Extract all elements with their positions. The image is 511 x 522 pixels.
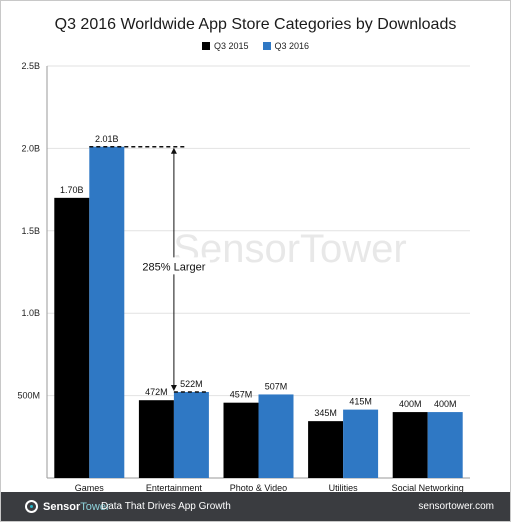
legend-swatch-q3-2016 [262,42,271,50]
footer-brand-part1: Sensor [43,500,81,513]
footer-tagline: Data That Drives App Growth [101,501,231,512]
legend-swatch-q3-2015 [201,42,210,50]
bar [427,412,463,478]
bar-value-label: 400M [399,399,422,409]
bar [258,394,294,478]
bar-value-label: 400M [434,399,457,409]
y-tick-label: 500M [17,391,40,401]
annotation-label-bg [137,257,210,275]
y-tick-label: 2.0B [21,143,40,153]
annotation-arrowhead-up [170,147,177,154]
bar-value-label: 457M [230,390,253,400]
bar [343,409,379,478]
watermark-text: SensorTower [173,227,406,271]
x-tick-label: Social Networking [392,483,464,493]
legend: Q3 2015 Q3 2016 [0,41,511,51]
bar-value-label: 415M [349,397,372,407]
legend-label-q3-2015: Q3 2015 [213,41,249,51]
annotation-arrowhead-down [170,384,177,391]
legend-item-q3-2015: Q3 2015 [201,41,249,51]
footer-logo: Sensor Tower [25,500,110,513]
footer-url[interactable]: sensortower.com [418,501,494,512]
footer-bar: Sensor Tower Data That Drives App Growth … [1,492,510,521]
x-tick-label: Entertainment [146,483,203,493]
bar [89,146,125,478]
y-tick-label: 1.5B [21,226,40,236]
bar [54,197,90,478]
bar [223,402,259,478]
y-tick-label: 2.5B [21,61,40,71]
x-tick-label: Utilities [329,483,359,493]
bar-value-label: 345M [314,408,337,418]
x-tick-label: Photo & Video [230,483,287,493]
x-tick-label: Games [75,483,105,493]
bar-value-label: 1.70B [60,185,84,195]
bar [308,421,344,478]
bar [392,412,428,478]
footer-brand-part2: Tower [80,500,110,513]
bar-value-label: 472M [145,387,168,397]
sensortower-logo-icon [25,500,38,513]
annotation-label: 285% Larger [142,261,205,273]
chart-title: Q3 2016 Worldwide App Store Categories b… [54,16,457,33]
legend-item-q3-2016: Q3 2016 [262,41,310,51]
y-tick-label: 1.0B [21,308,40,318]
bar-value-label: 522M [180,379,203,389]
bar-value-label: 2.01B [95,134,119,144]
bar [138,400,174,478]
legend-label-q3-2016: Q3 2016 [274,41,310,51]
bar-value-label: 507M [265,381,288,391]
bar [173,391,209,478]
